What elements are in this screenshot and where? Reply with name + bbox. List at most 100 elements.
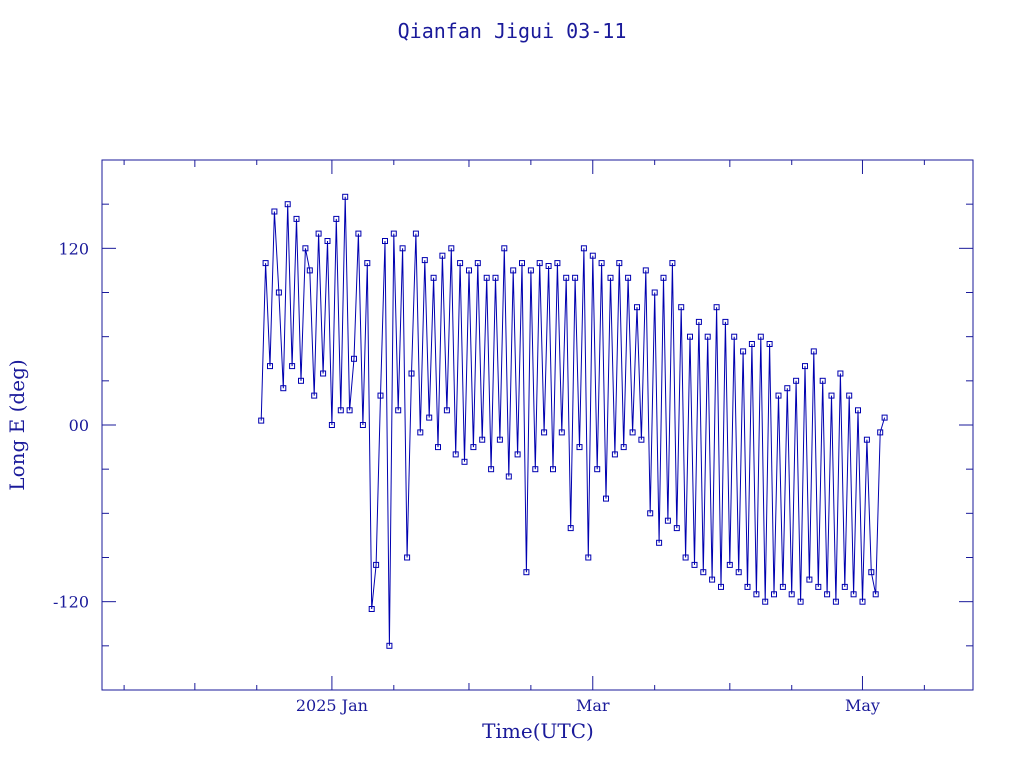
data-point [819, 377, 826, 384]
data-point [757, 333, 764, 340]
x-tick-label: Mar [576, 696, 610, 715]
data-point [594, 466, 601, 473]
data-point [289, 363, 296, 370]
data-point [709, 576, 716, 583]
data-point [810, 348, 817, 355]
data-point [298, 377, 304, 384]
x-tick-label: May [845, 696, 880, 715]
data-point [364, 260, 371, 267]
data-point [682, 554, 689, 561]
data-point [678, 304, 685, 311]
data-point [580, 245, 587, 252]
data-point [664, 517, 671, 524]
data-point [395, 407, 402, 414]
data-point [284, 201, 291, 208]
data-point [722, 318, 729, 325]
data-point [846, 392, 853, 399]
data-point [337, 407, 344, 414]
data-point [660, 274, 667, 281]
data-point [267, 363, 273, 370]
data-point [262, 260, 269, 267]
data-point [439, 252, 446, 259]
data-point [647, 510, 654, 517]
data-point [753, 591, 760, 598]
data-point [828, 392, 835, 399]
data-point [275, 289, 282, 296]
data-point [488, 466, 495, 473]
data-point [748, 341, 755, 347]
data-point [563, 274, 570, 281]
data-point [585, 554, 592, 561]
data-point [532, 466, 539, 473]
data-point [355, 230, 362, 237]
data-point [788, 591, 795, 598]
data-point [576, 444, 583, 451]
data-point [377, 392, 384, 399]
data-point [841, 583, 848, 590]
data-point [771, 591, 777, 598]
x-axis-label: Time(UTC) [482, 719, 594, 743]
data-point [342, 193, 349, 200]
data-point [718, 583, 724, 590]
data-point [877, 429, 884, 436]
data-point [320, 370, 327, 377]
data-point [452, 451, 459, 458]
data-point [687, 333, 693, 340]
data-point [629, 429, 636, 436]
data-point [700, 569, 707, 576]
data-point [466, 267, 472, 274]
data-point [359, 422, 366, 428]
data-point [713, 304, 720, 311]
data-point [775, 392, 782, 399]
data-point [311, 392, 318, 399]
data-point [611, 451, 618, 458]
data-point [368, 606, 375, 612]
data-point [589, 252, 596, 259]
data-point [567, 525, 574, 532]
data-point [333, 215, 340, 222]
data-point [802, 363, 808, 370]
data-point [271, 208, 278, 215]
data-point [501, 245, 508, 252]
data-point [824, 591, 831, 598]
data-point [837, 370, 844, 377]
data-point [735, 569, 742, 576]
data-point [430, 274, 437, 281]
x-tick-label: 2025 Jan [296, 696, 368, 715]
data-point [328, 422, 335, 428]
data-point [731, 333, 738, 340]
data-point [784, 385, 791, 392]
data-point [461, 458, 468, 465]
y-tick-label: -120 [53, 593, 89, 612]
data-point [638, 436, 645, 443]
data-point [656, 539, 663, 546]
data-point [766, 341, 773, 347]
data-point [669, 260, 676, 267]
data-point [457, 260, 464, 267]
chart-title: Qianfan Jigui 03-11 [398, 19, 627, 43]
data-point [642, 267, 649, 274]
data-point [832, 598, 839, 605]
data-point [382, 238, 388, 244]
data-point [634, 304, 640, 311]
data-point [859, 598, 866, 605]
data-point [868, 569, 875, 576]
data-point [479, 436, 486, 443]
data-point [673, 525, 680, 532]
data-point [603, 495, 609, 502]
data-point [598, 260, 605, 267]
data-point [448, 245, 455, 252]
data-point [280, 385, 287, 392]
data-point [390, 230, 397, 237]
data-point [492, 274, 499, 281]
data-point [519, 260, 525, 267]
data-point [324, 238, 331, 244]
data-point [373, 561, 380, 568]
data-point [505, 473, 512, 480]
data-point [881, 414, 888, 421]
data-point [474, 260, 481, 267]
data-point [536, 260, 543, 267]
data-point [806, 576, 813, 583]
data-point [514, 451, 521, 458]
